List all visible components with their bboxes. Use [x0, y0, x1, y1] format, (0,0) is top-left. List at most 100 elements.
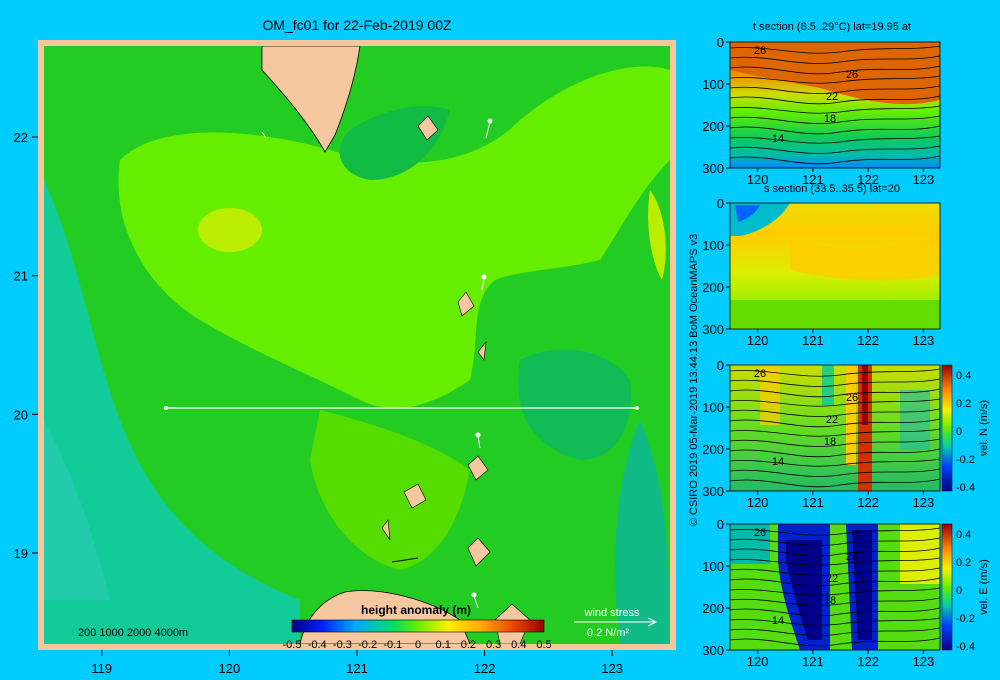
- section-colorbar-tick-label: 0.4: [956, 529, 971, 541]
- colorbar-title: height anomaly (m): [361, 603, 471, 617]
- section-y-tick-label: 200: [702, 280, 724, 295]
- contour-line: [729, 458, 941, 467]
- section-y-tick-label: 200: [702, 442, 724, 457]
- contour-line: [729, 45, 941, 54]
- t-section-title: t section (8.5..29°C) lat=19.95 at: [753, 21, 911, 33]
- contour-line: [729, 537, 941, 546]
- height-anomaly-field: [44, 46, 670, 644]
- section-colorbar-tick-label: 0: [956, 585, 962, 597]
- contour-line: [729, 418, 941, 428]
- contour-line: [729, 145, 941, 154]
- colorbar-tick-label: -0.4: [308, 639, 327, 651]
- contour-line: [729, 627, 941, 636]
- t-section-panel: t section (8.5..29°C) lat=19.95 at 26 26 2…: [729, 21, 941, 168]
- contour-label: 26: [754, 45, 766, 57]
- map-title: OM_fc01 for 22-Feb-2019 00Z: [262, 17, 452, 33]
- anomaly-maximum: [198, 208, 262, 252]
- depth-legend: 200 1000 2000 4000m: [78, 627, 188, 639]
- contour-line: [729, 388, 941, 398]
- contour-label: 26: [846, 551, 858, 563]
- section-x-tick-label: 122: [857, 172, 879, 187]
- contour-label: 14: [772, 615, 784, 627]
- section-y-tick-label: 300: [702, 322, 724, 337]
- colorbar-tick-label: 0: [415, 639, 421, 651]
- contour-line: [729, 557, 941, 566]
- colorbar-tick-label: 0.5: [536, 639, 551, 651]
- section-y-tick-label: 300: [702, 484, 724, 499]
- section-y-tick-label: 300: [702, 643, 724, 658]
- map-y-tick-label: 20: [14, 407, 28, 422]
- contour-line: [729, 428, 941, 437]
- contour-line: [729, 438, 941, 447]
- s-section-panel: s section (33.5..35.5) lat=20: [730, 183, 940, 329]
- section-colorbar-tick-label: 0.2: [956, 557, 971, 569]
- section-x-tick-label: 120: [747, 654, 769, 669]
- section-colorbar-tick-label: -0.2: [956, 454, 975, 466]
- contour-line: [729, 597, 941, 606]
- section-colorbar-tick-label: -0.2: [956, 613, 975, 625]
- wind-stress-label: wind stress: [583, 607, 640, 619]
- section-y-tick-label: 200: [702, 119, 724, 134]
- contour-label: 18: [824, 113, 836, 125]
- section-y-tick-label: 0: [717, 196, 724, 211]
- contour-label: 26: [846, 69, 858, 81]
- contour-line: [729, 527, 941, 536]
- veln-section-panel: 26 26 22 18 14 vel. N (m/s): [729, 364, 990, 492]
- map-y-tick-label: 19: [14, 546, 28, 561]
- section-colorbar-tick-label: -0.4: [956, 641, 975, 653]
- contour-label: 22: [826, 414, 838, 426]
- section-colorbar-tick-label: 0.4: [956, 370, 971, 382]
- section-y-tick-label: 100: [702, 238, 724, 253]
- section-y-tick-label: 100: [702, 77, 724, 92]
- map-panel: 200 1000 2000 4000m: [38, 40, 676, 650]
- section-x-tick-label: 122: [857, 654, 879, 669]
- contour-line: [729, 478, 941, 488]
- section-frame: [729, 364, 941, 492]
- veln-colorbar-label: vel. N (m/s): [978, 400, 990, 456]
- map-x-tick-label: 122: [474, 661, 496, 676]
- contour-line: [729, 398, 941, 407]
- section-x-tick-label: 123: [913, 654, 935, 669]
- section-frame: [729, 523, 941, 651]
- section-frame: [729, 202, 941, 330]
- wind-stress-legend: wind stress 0.2 N/m²: [574, 607, 658, 639]
- section-x-tick-label: 121: [802, 333, 824, 348]
- section-y-tick-label: 0: [717, 35, 724, 50]
- map-axes: 119 120 121 122 123 19 20 21 22: [14, 130, 624, 676]
- map-x-tick-label: 123: [601, 661, 623, 676]
- section-x-tick-label: 120: [747, 495, 769, 510]
- wind-vectors: [261, 118, 493, 609]
- section-y-tick-label: 100: [702, 400, 724, 415]
- map-y-tick-label: 22: [14, 130, 28, 145]
- contour-line: [729, 617, 941, 626]
- contour-line: [729, 95, 941, 105]
- contour-line: [729, 547, 941, 557]
- colorbar-tick-label: -0.3: [333, 639, 352, 651]
- colorbar-tick-label: 0.2: [461, 639, 476, 651]
- section-colorbar-tick-label: 0.2: [956, 398, 971, 410]
- section-x-tick-label: 123: [913, 333, 935, 348]
- section-y-tick-label: 0: [717, 517, 724, 532]
- contour-label: 18: [824, 436, 836, 448]
- contour-line: [729, 155, 941, 165]
- contour-label: 14: [772, 133, 784, 145]
- height-anomaly-colorbar: height anomaly (m) -0.5 -0.4 -0.3 -0.2 -0.1 0…: [283, 603, 552, 651]
- section-line: [164, 406, 639, 410]
- contour-line: [729, 448, 941, 458]
- map-x-tick-label: 120: [219, 661, 241, 676]
- wind-stress-scale: 0.2 N/m²: [587, 627, 630, 639]
- section-y-tick-label: 300: [702, 161, 724, 176]
- colorbar-tick-label: -0.5: [283, 639, 302, 651]
- contour-line: [729, 577, 941, 587]
- section-x-tick-label: 122: [857, 333, 879, 348]
- colorbar-tick-label: 0.1: [436, 639, 451, 651]
- map-x-tick-label: 119: [91, 661, 112, 676]
- contour-line: [729, 135, 941, 144]
- contour-label: 14: [772, 456, 784, 468]
- contour-line: [729, 75, 941, 84]
- contour-line: [729, 587, 941, 596]
- section-y-tick-label: 200: [702, 601, 724, 616]
- colorbar-tick-label: 0.4: [511, 639, 526, 651]
- contour-line: [729, 408, 941, 417]
